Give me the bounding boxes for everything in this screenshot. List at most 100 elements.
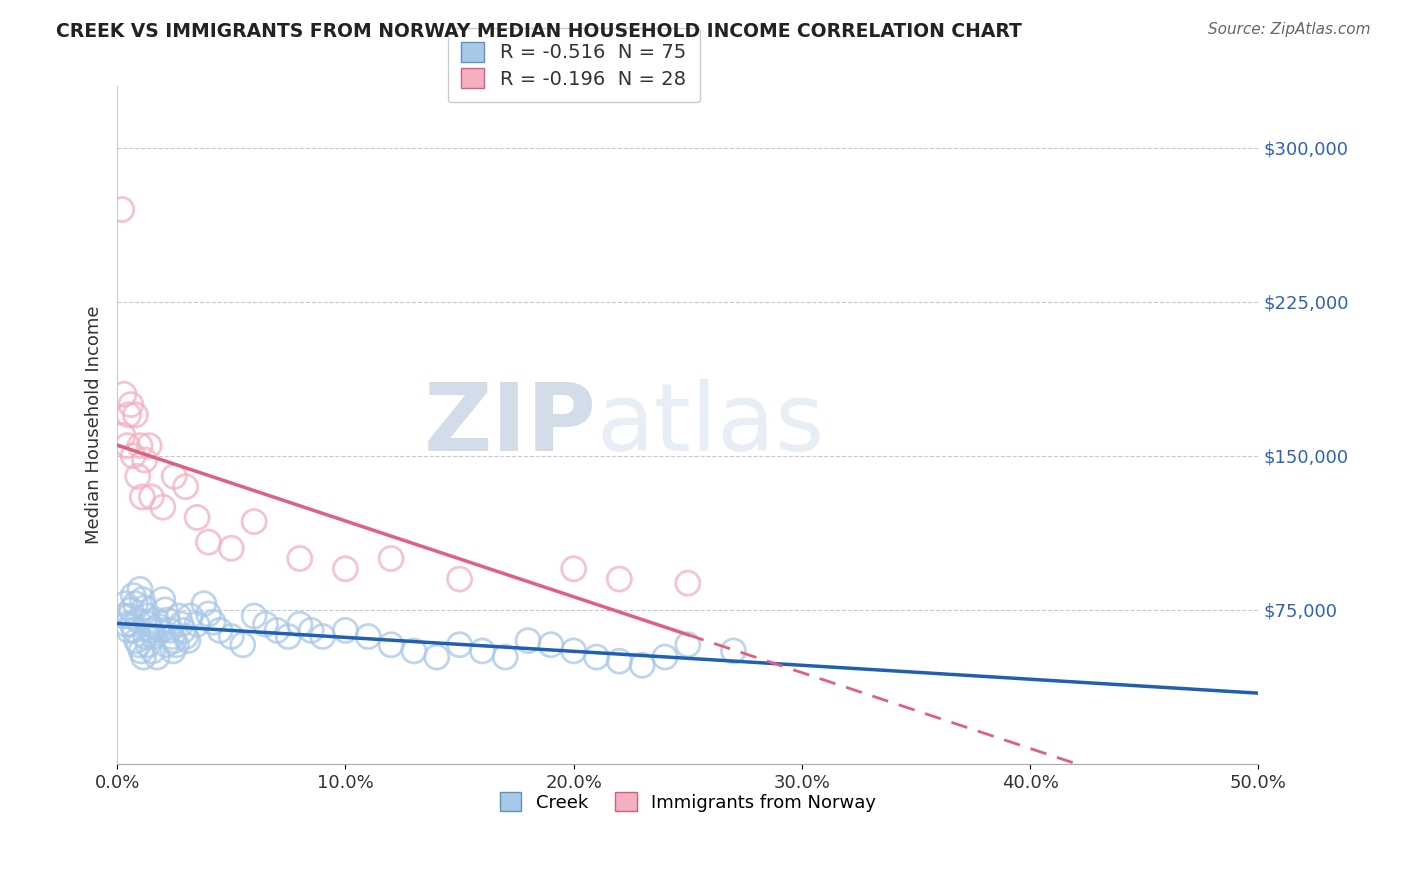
Point [145,613,167,627]
Point [449,572,471,586]
Text: ZIP: ZIP [423,379,596,471]
Point [131,490,153,504]
Point [129,644,152,658]
Point [134,453,156,467]
Point [676,576,699,591]
Point [155,638,177,652]
Legend: Creek, Immigrants from Norway: Creek, Immigrants from Norway [489,781,887,822]
Point [163,469,186,483]
Text: Source: ZipAtlas.com: Source: ZipAtlas.com [1208,22,1371,37]
Point [122,589,145,603]
Point [631,658,654,673]
Point [654,650,676,665]
Point [127,469,149,483]
Point [141,490,163,504]
Point [166,638,188,652]
Point [186,617,208,632]
Point [202,615,225,630]
Point [135,609,157,624]
Point [186,510,208,524]
Point [142,644,165,658]
Point [243,609,266,624]
Point [609,572,631,586]
Point [138,617,160,632]
Point [172,624,194,638]
Point [402,644,425,658]
Point [111,202,134,217]
Point [117,624,139,638]
Point [380,551,402,566]
Point [118,609,141,624]
Point [335,624,357,638]
Point [163,633,186,648]
Y-axis label: Median Household Income: Median Household Income [86,306,103,544]
Point [170,617,193,632]
Point [148,619,170,633]
Point [160,630,183,644]
Point [494,650,516,665]
Point [124,597,146,611]
Point [153,603,176,617]
Point [115,617,138,632]
Point [134,600,156,615]
Point [277,630,299,644]
Text: CREEK VS IMMIGRANTS FROM NORWAY MEDIAN HOUSEHOLD INCOME CORRELATION CHART: CREEK VS IMMIGRANTS FROM NORWAY MEDIAN H… [56,22,1022,41]
Point [585,650,607,665]
Point [562,644,585,658]
Point [114,597,136,611]
Point [335,562,357,576]
Point [129,582,152,597]
Point [449,638,471,652]
Point [288,551,311,566]
Point [159,624,181,638]
Point [174,630,197,644]
Text: atlas: atlas [596,379,825,471]
Point [380,638,402,652]
Point [146,650,169,665]
Point [179,609,201,624]
Point [562,562,585,576]
Point [131,592,153,607]
Point [112,387,135,401]
Point [152,592,174,607]
Point [254,617,277,632]
Point [142,630,165,644]
Point [232,638,254,652]
Point [136,638,159,652]
Point [122,449,145,463]
Point [193,597,215,611]
Point [128,638,150,652]
Point [540,638,562,652]
Point [266,624,288,638]
Point [311,630,333,644]
Point [357,630,380,644]
Point [299,624,322,638]
Point [138,439,160,453]
Point [149,624,172,638]
Point [117,439,139,453]
Point [129,439,152,453]
Point [112,609,135,624]
Point [221,541,243,556]
Point [426,650,449,665]
Point [167,609,190,624]
Point [723,644,745,658]
Point [197,607,219,621]
Point [676,638,699,652]
Point [162,644,184,658]
Point [135,630,157,644]
Point [221,630,243,644]
Point [127,613,149,627]
Point [120,398,142,412]
Point [471,644,494,658]
Point [120,603,142,617]
Point [517,633,540,648]
Point [124,408,146,422]
Point [288,617,311,632]
Point [132,650,155,665]
Point [177,633,200,648]
Point [243,515,266,529]
Point [121,617,143,632]
Point [208,624,231,638]
Point [117,408,139,422]
